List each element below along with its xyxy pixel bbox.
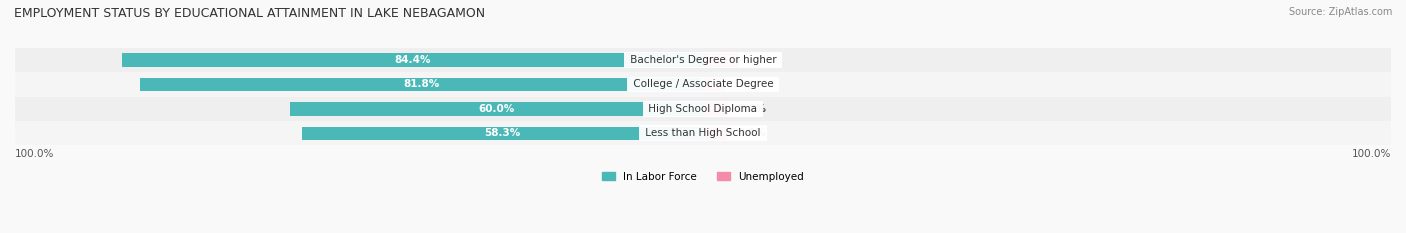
Bar (15, 48, 1391, 72)
Text: 100.0%: 100.0% (15, 149, 55, 159)
Text: Source: ZipAtlas.com: Source: ZipAtlas.com (1288, 7, 1392, 17)
Text: 100.0%: 100.0% (1351, 149, 1391, 159)
Text: 81.8%: 81.8% (404, 79, 440, 89)
Bar (290, 102, 703, 116)
Bar (15, 72, 1391, 97)
Bar (15, 97, 1391, 121)
Text: EMPLOYMENT STATUS BY EDUCATIONAL ATTAINMENT IN LAKE NEBAGAMON: EMPLOYMENT STATUS BY EDUCATIONAL ATTAINM… (14, 7, 485, 20)
Text: Less than High School: Less than High School (643, 128, 763, 138)
Bar (703, 78, 725, 91)
Text: College / Associate Degree: College / Associate Degree (630, 79, 776, 89)
Text: 5.3%: 5.3% (707, 55, 735, 65)
Bar (141, 78, 703, 91)
Text: 3.2%: 3.2% (700, 79, 728, 89)
Text: 84.4%: 84.4% (395, 55, 430, 65)
Text: 0.0%: 0.0% (737, 104, 766, 114)
Text: High School Diploma: High School Diploma (645, 104, 761, 114)
Bar (15, 121, 1391, 145)
Bar (703, 53, 740, 67)
Bar (122, 53, 703, 67)
Text: 58.3%: 58.3% (484, 128, 520, 138)
Bar (703, 102, 727, 116)
Text: 60.0%: 60.0% (478, 104, 515, 114)
Bar (703, 127, 727, 140)
Text: Bachelor's Degree or higher: Bachelor's Degree or higher (627, 55, 779, 65)
Legend: In Labor Force, Unemployed: In Labor Force, Unemployed (598, 168, 808, 186)
Text: 0.0%: 0.0% (737, 128, 766, 138)
Bar (302, 127, 703, 140)
